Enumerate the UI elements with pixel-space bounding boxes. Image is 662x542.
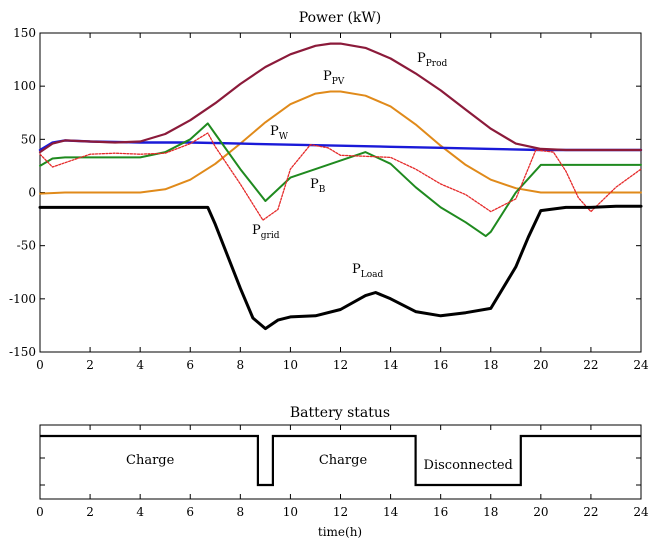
series-line-load xyxy=(38,204,643,331)
battery-x-tick-label: 12 xyxy=(333,505,348,519)
series-label-pv: PPV xyxy=(323,69,345,87)
battery-x-tick-label: 10 xyxy=(283,505,298,519)
battery-x-tick-label: 0 xyxy=(36,505,44,519)
battery-status-line xyxy=(40,434,641,487)
power-y-tick-label: 100 xyxy=(13,79,36,93)
battery-state-label: Charge xyxy=(319,453,368,468)
battery-x-tick-label: 18 xyxy=(483,505,498,519)
power-x-tick-label: 20 xyxy=(533,358,548,372)
series-line-b xyxy=(39,122,642,238)
series-line-pv xyxy=(39,90,642,195)
battery-x-tick-label: 22 xyxy=(583,505,598,519)
power-x-tick-label: 2 xyxy=(86,358,94,372)
power-x-tick-label: 8 xyxy=(237,358,245,372)
power-x-tick-label: 0 xyxy=(36,358,44,372)
series-label-prod: PProd xyxy=(417,51,448,69)
power-x-tick-label: 16 xyxy=(433,358,448,372)
series-label-load: PLoad xyxy=(352,262,384,280)
power-x-tick-label: 14 xyxy=(383,358,399,372)
power-series-labels: PProd PPV PW PB Pgrid PLoad xyxy=(252,51,448,280)
battery-chart-title: Battery status xyxy=(290,405,390,421)
power-x-tick-label: 12 xyxy=(333,358,348,372)
battery-x-tick-label: 24 xyxy=(633,505,649,519)
battery-axis-ticks: 0 2 4 6 8 10 12 14 16 18 20 22 24 xyxy=(36,425,649,519)
battery-state-label: Disconnected xyxy=(424,458,513,473)
battery-x-tick-label: 6 xyxy=(186,505,194,519)
battery-status-panel: Battery status 0 2 4 6 8 10 12 14 16 18 20 22 24 Cha… xyxy=(36,405,649,539)
battery-x-tick-label: 4 xyxy=(136,505,144,519)
battery-x-axis-label: time(h) xyxy=(318,525,362,539)
series-label-grid: Pgrid xyxy=(252,223,280,241)
power-axis-ticks: 0 2 4 6 8 10 12 14 16 18 20 22 24150100500-50-100-15… xyxy=(9,26,649,372)
power-x-tick-label: 10 xyxy=(283,358,298,372)
series-line-prod xyxy=(38,42,643,154)
power-x-tick-label: 4 xyxy=(136,358,144,372)
series-label-w: PW xyxy=(270,124,289,142)
power-y-tick-label: -100 xyxy=(9,292,36,306)
series-line-grid xyxy=(39,132,642,221)
power-x-tick-label: 22 xyxy=(583,358,598,372)
power-y-tick-label: -150 xyxy=(9,345,36,359)
power-y-tick-label: 50 xyxy=(21,132,36,146)
power-x-tick-label: 24 xyxy=(633,358,649,372)
power-y-tick-label: -50 xyxy=(17,239,36,253)
power-x-tick-label: 18 xyxy=(483,358,498,372)
battery-x-tick-label: 8 xyxy=(237,505,245,519)
battery-state-label: Charge xyxy=(126,453,175,468)
power-x-tick-label: 6 xyxy=(186,358,194,372)
power-y-tick-label: 0 xyxy=(28,186,36,200)
battery-x-tick-label: 14 xyxy=(383,505,399,519)
power-y-tick-label: 150 xyxy=(13,26,36,40)
battery-x-tick-label: 16 xyxy=(433,505,448,519)
power-chart-title: Power (kW) xyxy=(299,10,382,26)
battery-x-tick-label: 2 xyxy=(86,505,94,519)
battery-status-line-path xyxy=(40,434,641,487)
power-series-lines xyxy=(38,42,643,331)
battery-state-labels: Charge Charge Disconnected xyxy=(126,453,513,473)
power-chart-panel: Power (kW) 0 2 4 6 8 10 12 14 16 18 20 22 2415010050… xyxy=(9,10,649,372)
series-label-b: PB xyxy=(310,177,326,195)
battery-x-tick-label: 20 xyxy=(533,505,548,519)
